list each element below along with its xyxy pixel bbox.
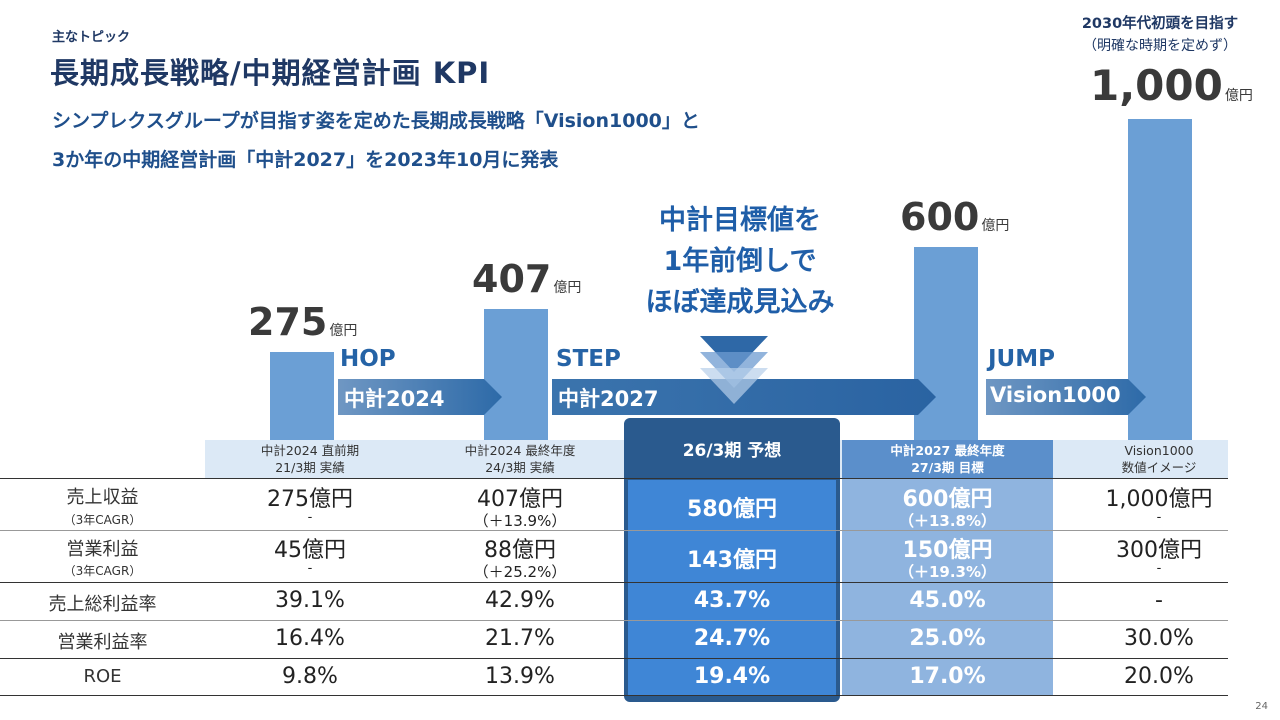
bar-label-275: 275 億円	[248, 299, 358, 344]
table-cell: -	[307, 561, 313, 576]
table-cell: （＋13.9%）	[473, 512, 567, 530]
table-cell: 45億円	[274, 538, 346, 563]
step-plan-label: 中計2027	[558, 387, 659, 411]
table-line	[0, 658, 1228, 659]
callout-down-arrow	[700, 336, 768, 404]
colhead-24-3: 中計2024 最終年度 24/3期 実績	[464, 443, 576, 475]
callout-line-2: 1年前倒しで	[663, 246, 817, 277]
table-cell-target: 25.0%	[909, 626, 986, 651]
jump-plan-label: Vision1000	[990, 383, 1121, 407]
table-cell-target: 600億円	[902, 487, 993, 512]
table-cell: 300億円	[1116, 538, 1202, 563]
revenue-bar-vision1000	[1128, 118, 1192, 440]
colhead-27-3: 中計2027 最終年度 27/3期 目標	[842, 440, 1053, 478]
table-cell: 16.4%	[275, 626, 345, 651]
phase-jump: JUMP	[988, 346, 1055, 372]
table-cell-target: 45.0%	[909, 588, 986, 613]
table-cell: 275億円	[267, 487, 353, 512]
table-cell: -	[1156, 561, 1162, 576]
subtitle-line-2: 3か年の中期経営計画「中計2027」を2023年10月に発表	[52, 149, 559, 171]
table-cell: 13.9%	[485, 664, 555, 689]
table-line	[0, 620, 1228, 621]
row-label-op-profit: 営業利益	[66, 539, 139, 560]
table-cell-target: （＋13.8%）	[898, 512, 997, 530]
table-cell-forecast: 143億円	[687, 548, 777, 573]
hop-arrow	[338, 379, 502, 415]
table-line	[0, 530, 1228, 531]
table-cell-forecast: 24.7%	[693, 626, 771, 651]
row-label-gross-margin: 売上総利益率	[48, 594, 157, 615]
phase-hop: HOP	[340, 346, 396, 372]
vision-note-line-1: 2030年代初頭を目指す	[1081, 16, 1239, 32]
subtitle-line-1: シンプレクスグループが目指す姿を定めた長期成長戦略「Vision1000」と	[52, 110, 700, 132]
row-label-revenue: 売上収益	[66, 487, 139, 508]
table-cell-forecast: 19.4%	[693, 664, 771, 689]
colhead-21-3: 中計2024 直前期 21/3期 実績	[260, 443, 360, 475]
revenue-bar-21-3	[270, 351, 334, 440]
row-label-op-margin: 営業利益率	[57, 632, 148, 653]
callout-line-3: ほぼ達成見込み	[645, 287, 835, 318]
table-cell: 42.9%	[485, 588, 555, 613]
table-cell: 1,000億円	[1105, 487, 1213, 512]
table-line	[0, 478, 1228, 479]
callout-line-1: 中計目標値を	[659, 205, 821, 236]
vision-note: 2030年代初頭を目指す （明確な時期を定めず）	[1050, 12, 1270, 55]
bar-label-600: 600 億円	[900, 195, 1010, 240]
table-cell: 407億円	[477, 487, 563, 512]
table-cell: （＋25.2%）	[473, 563, 567, 581]
table-cell-target: 150億円	[902, 538, 993, 563]
target-column-bg	[842, 440, 1053, 696]
table-cell: 30.0%	[1124, 626, 1194, 651]
table-cell: 39.1%	[275, 588, 345, 613]
table-cell: 21.7%	[485, 626, 555, 651]
colhead-vision1000: Vision1000 数値イメージ	[1121, 443, 1197, 475]
table-cell-target: （＋19.3%）	[898, 563, 997, 581]
table-cell: -	[1155, 588, 1163, 613]
hop-plan-label: 中計2024	[344, 387, 445, 411]
row-label-roe: ROE	[83, 666, 122, 687]
table-cell: 9.8%	[282, 664, 338, 689]
table-line	[0, 582, 1228, 583]
page-title: 長期成長戦略/中期経営計画 KPI	[50, 56, 491, 90]
revenue-bar-24-3	[484, 309, 548, 440]
jump-arrow	[986, 379, 1146, 415]
table-cell: -	[1156, 510, 1162, 525]
colhead-26-3-forecast: 26/3期 予想	[682, 441, 782, 461]
table-cell: 88億円	[484, 538, 556, 563]
table-cell-forecast: 43.7%	[693, 588, 771, 613]
row-sublabel-revenue: （3年CAGR）	[63, 513, 142, 527]
row-sublabel-op-profit: （3年CAGR）	[63, 564, 142, 578]
callout-text: 中計目標値を 1年前倒しで ほぼ達成見込み	[610, 200, 870, 323]
table-cell: -	[307, 510, 313, 525]
bar-label-1000: 1,000 億円	[1090, 60, 1253, 110]
page-number: 24	[1255, 701, 1268, 712]
bar-label-407: 407 億円	[472, 257, 582, 302]
table-cell: 20.0%	[1124, 664, 1194, 689]
table-line	[0, 695, 1228, 696]
phase-step: STEP	[556, 346, 621, 372]
topic-label: 主なトピック	[52, 30, 131, 45]
vision-note-line-2: （明確な時期を定めず）	[1083, 38, 1237, 54]
table-cell-forecast: 580億円	[687, 497, 777, 522]
forecast-column-cells	[628, 480, 836, 696]
table-cell-target: 17.0%	[909, 664, 986, 689]
step-arrow	[552, 379, 936, 415]
